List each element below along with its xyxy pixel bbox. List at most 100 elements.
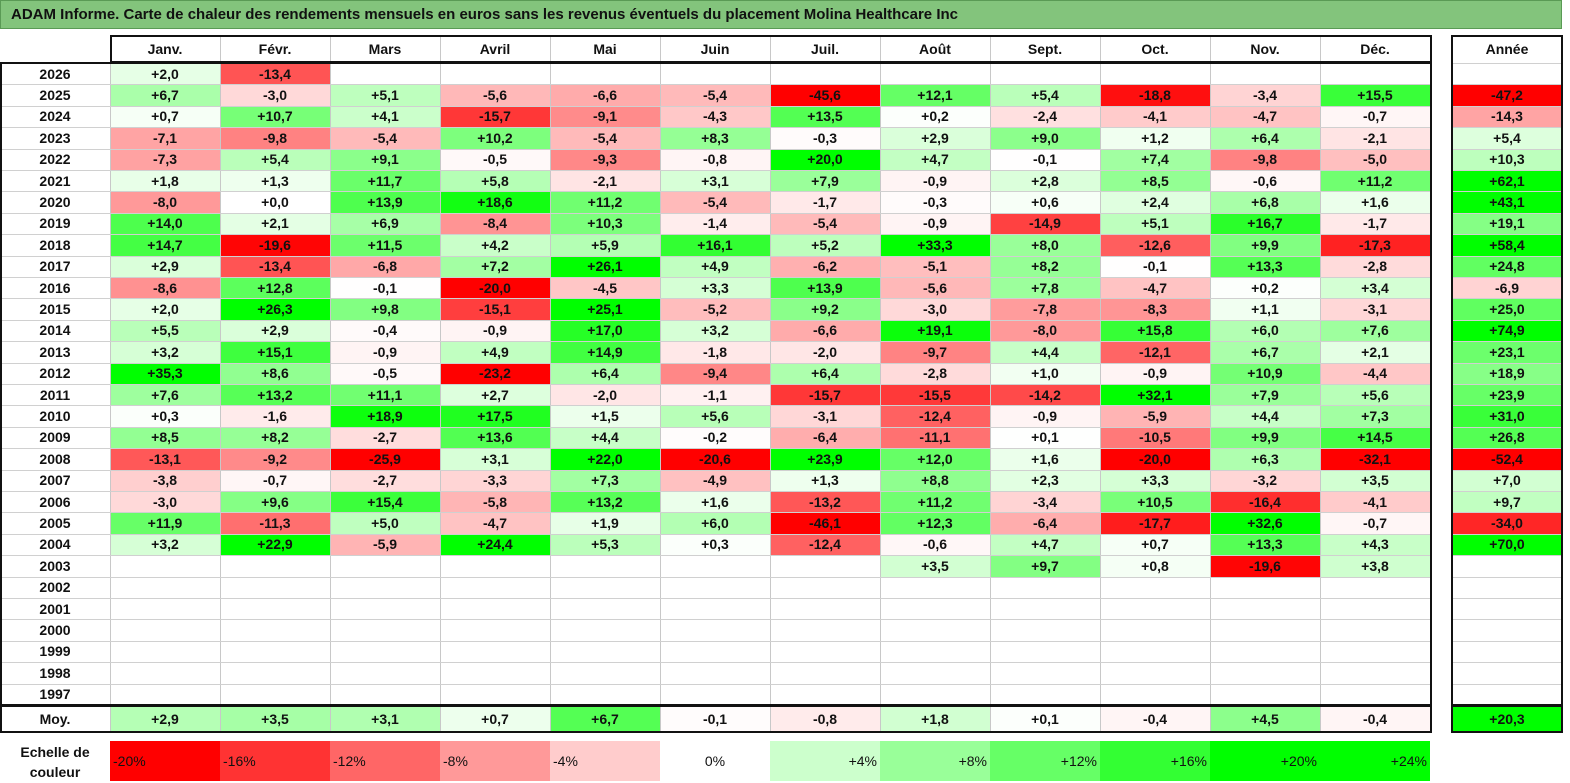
heatmap-cell: +5,0 [330, 512, 440, 534]
year-label: 1999 [0, 640, 110, 663]
heatmap-cell: -15,5 [880, 384, 990, 406]
average-cell: +0,1 [990, 706, 1100, 732]
annual-cell [1452, 662, 1562, 684]
heatmap-cell: -0,5 [330, 362, 440, 384]
heatmap-cell: -9,1 [550, 105, 660, 128]
heatmap-cell: +0,3 [660, 533, 770, 556]
heatmap-cell: +2,9 [220, 319, 330, 342]
heatmap-cell: -11,1 [880, 426, 990, 449]
annual-cell: +23,9 [1452, 384, 1562, 406]
heatmap-cell [330, 683, 440, 705]
heatmap-cell: +25,1 [550, 298, 660, 320]
row-divider [0, 170, 1430, 171]
year-label: 2000 [0, 619, 110, 641]
heatmap-cell: -3,1 [1320, 298, 1430, 320]
row-divider [0, 448, 1430, 450]
heatmap-cell: +7,3 [550, 469, 660, 491]
heatmap-cell: +6,9 [330, 212, 440, 235]
heatmap-cell: +7,6 [1320, 319, 1430, 342]
heatmap-cell [1320, 576, 1430, 598]
heatmap-cell [550, 640, 660, 663]
heatmap-cell: -2,1 [1320, 127, 1430, 149]
heatmap-cell: +2,1 [1320, 341, 1430, 363]
column-divider [1320, 36, 1321, 705]
annual-cell: +31,0 [1452, 405, 1562, 427]
heatmap-cell [770, 640, 880, 663]
month-header: Janv. [110, 36, 220, 62]
color-scale-swatch: -20% [110, 741, 220, 781]
heatmap-cell: -5,9 [1100, 405, 1210, 427]
heatmap-cell: +17,5 [440, 405, 550, 427]
heatmap-cell: +1,5 [550, 405, 660, 427]
row-divider [1452, 170, 1562, 171]
row-divider [0, 384, 1430, 385]
heatmap-cell: +5,8 [440, 170, 550, 192]
row-divider [1452, 662, 1562, 664]
row-divider [1452, 362, 1562, 364]
heatmap-cell: +5,4 [990, 84, 1100, 106]
heatmap-cell [550, 662, 660, 684]
heatmap-cell: +5,9 [550, 234, 660, 256]
heatmap-cell [110, 555, 220, 577]
average-cell: +1,8 [880, 706, 990, 732]
heatmap-cell: -8,4 [440, 212, 550, 235]
annual-cell: +19,1 [1452, 212, 1562, 235]
heatmap-cell: +16,1 [660, 234, 770, 256]
row-divider [0, 705, 1430, 706]
heatmap-cell: +15,4 [330, 491, 440, 513]
month-header: Déc. [1320, 36, 1430, 62]
heatmap-cell: -5,4 [330, 127, 440, 149]
heatmap-cell: +26,3 [220, 298, 330, 320]
heatmap-cell: -11,3 [220, 512, 330, 534]
heatmap-cell: -3,4 [990, 491, 1100, 513]
heatmap-cell: +19,1 [880, 319, 990, 342]
heatmap-cell: +11,5 [330, 234, 440, 256]
heatmap-cell: -7,3 [110, 148, 220, 170]
heatmap-cell: +0,3 [110, 405, 220, 427]
column-divider [1430, 36, 1431, 705]
heatmap-cell: -8,0 [990, 319, 1100, 342]
heatmap-cell [1320, 598, 1430, 620]
heatmap-cell: +13,2 [550, 491, 660, 513]
column-divider [1210, 36, 1211, 705]
row-divider [0, 277, 1430, 278]
heatmap-cell: +3,3 [1100, 469, 1210, 491]
heatmap-cell: -9,2 [220, 448, 330, 470]
row-divider [0, 640, 1430, 642]
heatmap-cell: +10,3 [550, 212, 660, 235]
row-divider [1452, 277, 1562, 278]
heatmap-cell [880, 598, 990, 620]
heatmap-cell: +7,8 [990, 277, 1100, 299]
color-scale-swatch: 0% [660, 741, 770, 781]
heatmap-cell [440, 640, 550, 663]
row-divider [1452, 512, 1562, 514]
heatmap-cell: -4,1 [1100, 105, 1210, 128]
heatmap-cell: +18,6 [440, 191, 550, 213]
heatmap-cell: -4,5 [550, 277, 660, 299]
heatmap-cell [1320, 619, 1430, 641]
year-label: 1998 [0, 662, 110, 684]
column-divider [660, 36, 661, 705]
heatmap-cell [110, 619, 220, 641]
heatmap-cell: +9,2 [770, 298, 880, 320]
heatmap-cell [220, 555, 330, 577]
heatmap-cell: +10,2 [440, 127, 550, 149]
chart-title: ADAM Informe. Carte de chaleur des rende… [0, 0, 1562, 29]
heatmap-cell: +0,2 [880, 105, 990, 128]
heatmap-cell: +7,9 [770, 170, 880, 192]
heatmap-cell: +2,3 [990, 469, 1100, 491]
heatmap-cell [770, 683, 880, 705]
heatmap-cell: -5,6 [880, 277, 990, 299]
heatmap-cell [880, 63, 990, 85]
heatmap-cell: -5,6 [440, 84, 550, 106]
heatmap-cell: +13,6 [440, 426, 550, 449]
color-scale-swatch: -12% [330, 741, 440, 781]
heatmap-cell: +3,1 [660, 170, 770, 192]
heatmap-cell [550, 576, 660, 598]
heatmap-cell: -6,8 [330, 255, 440, 277]
heatmap-cell: -5,4 [660, 84, 770, 106]
heatmap-cell: -16,4 [1210, 491, 1320, 513]
heatmap-cell [110, 662, 220, 684]
heatmap-cell: +11,2 [880, 491, 990, 513]
color-scale-swatch: +8% [880, 741, 990, 781]
